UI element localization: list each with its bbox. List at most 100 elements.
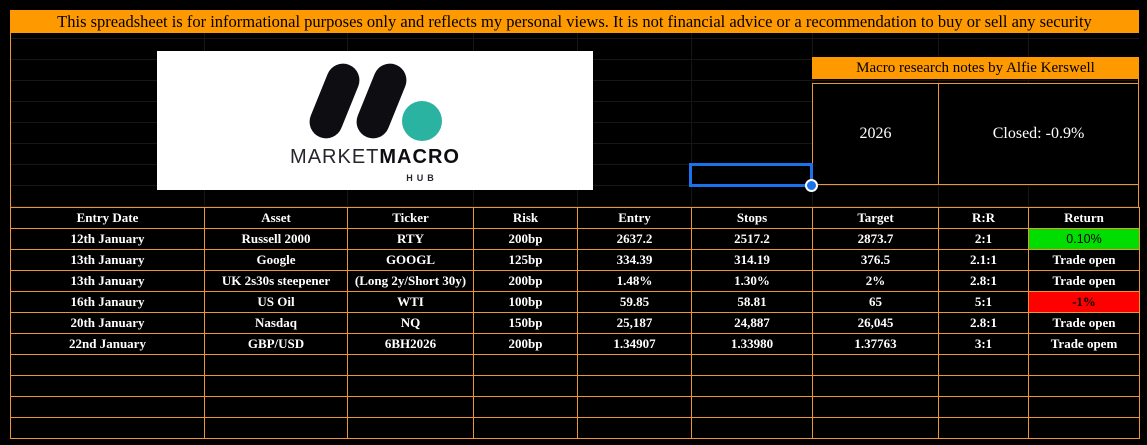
cell-rr[interactable]: 2.1:1: [938, 249, 1029, 271]
cell-entry[interactable]: 2637.2: [577, 228, 692, 250]
cell-entry-date[interactable]: 20th January: [10, 312, 205, 334]
cell-stops[interactable]: 58.81: [691, 291, 813, 313]
cell-ticker[interactable]: 6BH2026: [347, 333, 474, 355]
empty-cell[interactable]: [812, 417, 939, 439]
empty-cell[interactable]: [347, 375, 474, 397]
empty-cell[interactable]: [938, 396, 1029, 418]
empty-cell[interactable]: [10, 396, 205, 418]
cell-rr[interactable]: 5:1: [938, 291, 1029, 313]
empty-cell[interactable]: [1028, 417, 1140, 439]
empty-cell[interactable]: [10, 417, 205, 439]
col-header-stops[interactable]: Stops: [691, 207, 813, 229]
empty-cell[interactable]: [10, 354, 205, 376]
cell-entry[interactable]: 59.85: [577, 291, 692, 313]
empty-cell[interactable]: [691, 396, 813, 418]
col-header-rr[interactable]: R:R: [938, 207, 1029, 229]
cell-target[interactable]: 2%: [812, 270, 939, 292]
col-header-entry-date[interactable]: Entry Date: [10, 207, 205, 229]
empty-cell[interactable]: [577, 375, 692, 397]
empty-cell[interactable]: [204, 417, 348, 439]
empty-cell[interactable]: [10, 375, 205, 397]
cell-entry-date[interactable]: 22nd January: [10, 333, 205, 355]
cell-asset[interactable]: Russell 2000: [204, 228, 348, 250]
cell-target[interactable]: 26,045: [812, 312, 939, 334]
cell-return[interactable]: Trade open: [1028, 312, 1140, 334]
cell-target[interactable]: 1.37763: [812, 333, 939, 355]
cell-return[interactable]: Trade open: [1028, 270, 1140, 292]
cell-entry-date[interactable]: 13th January: [10, 270, 205, 292]
year-cell[interactable]: 2026: [812, 83, 939, 185]
active-cell-selection[interactable]: [689, 163, 813, 187]
empty-cell[interactable]: [347, 417, 474, 439]
empty-cell[interactable]: [204, 354, 348, 376]
cell-ticker[interactable]: GOOGL: [347, 249, 474, 271]
cell-stops[interactable]: 24,887: [691, 312, 813, 334]
empty-cell[interactable]: [812, 396, 939, 418]
cell-risk[interactable]: 200bp: [473, 270, 578, 292]
empty-cell[interactable]: [1028, 396, 1140, 418]
cell-asset[interactable]: GBP/USD: [204, 333, 348, 355]
cell-entry[interactable]: 334.39: [577, 249, 692, 271]
cell-stops[interactable]: 314.19: [691, 249, 813, 271]
empty-cell[interactable]: [691, 417, 813, 439]
cell-entry[interactable]: 25,187: [577, 312, 692, 334]
col-header-ticker[interactable]: Ticker: [347, 207, 474, 229]
empty-cell[interactable]: [204, 375, 348, 397]
empty-cell[interactable]: [577, 354, 692, 376]
cell-entry-date[interactable]: 13th January: [10, 249, 205, 271]
cell-risk[interactable]: 150bp: [473, 312, 578, 334]
cell-stops[interactable]: 1.33980: [691, 333, 813, 355]
empty-cell[interactable]: [691, 354, 813, 376]
cell-return[interactable]: 0.10%: [1028, 228, 1140, 250]
disclaimer-banner[interactable]: This spreadsheet is for informational pu…: [10, 10, 1139, 33]
cell-ticker[interactable]: NQ: [347, 312, 474, 334]
cell-rr[interactable]: 2.8:1: [938, 312, 1029, 334]
empty-cell[interactable]: [347, 396, 474, 418]
cell-target[interactable]: 2873.7: [812, 228, 939, 250]
empty-cell[interactable]: [473, 417, 578, 439]
cell-entry[interactable]: 1.48%: [577, 270, 692, 292]
empty-cell[interactable]: [1028, 375, 1140, 397]
cell-rr[interactable]: 2.8:1: [938, 270, 1029, 292]
col-header-risk[interactable]: Risk: [473, 207, 578, 229]
empty-cell[interactable]: [812, 354, 939, 376]
empty-cell[interactable]: [938, 375, 1029, 397]
empty-cell[interactable]: [938, 354, 1029, 376]
cell-target[interactable]: 65: [812, 291, 939, 313]
cell-return[interactable]: Trade opem: [1028, 333, 1140, 355]
cell-risk[interactable]: 100bp: [473, 291, 578, 313]
cell-ticker[interactable]: RTY: [347, 228, 474, 250]
cell-asset[interactable]: US Oil: [204, 291, 348, 313]
cell-rr[interactable]: 2:1: [938, 228, 1029, 250]
cell-ticker[interactable]: WTI: [347, 291, 474, 313]
empty-cell[interactable]: [204, 396, 348, 418]
empty-cell[interactable]: [347, 354, 474, 376]
col-header-entry[interactable]: Entry: [577, 207, 692, 229]
cell-asset[interactable]: UK 2s30s steepener: [204, 270, 348, 292]
cell-risk[interactable]: 200bp: [473, 228, 578, 250]
empty-cell[interactable]: [473, 396, 578, 418]
empty-cell[interactable]: [1028, 354, 1140, 376]
cell-return[interactable]: Trade open: [1028, 249, 1140, 271]
col-header-return[interactable]: Return: [1028, 207, 1140, 229]
empty-cell[interactable]: [938, 417, 1029, 439]
empty-cell[interactable]: [473, 375, 578, 397]
col-header-asset[interactable]: Asset: [204, 207, 348, 229]
empty-cell[interactable]: [577, 417, 692, 439]
fill-handle[interactable]: [805, 179, 818, 192]
cell-risk[interactable]: 200bp: [473, 333, 578, 355]
cell-rr[interactable]: 3:1: [938, 333, 1029, 355]
cell-return[interactable]: -1%: [1028, 291, 1140, 313]
cell-ticker[interactable]: (Long 2y/Short 30y): [347, 270, 474, 292]
cell-entry-date[interactable]: 12th January: [10, 228, 205, 250]
cell-target[interactable]: 376.5: [812, 249, 939, 271]
cell-entry[interactable]: 1.34907: [577, 333, 692, 355]
cell-stops[interactable]: 1.30%: [691, 270, 813, 292]
empty-cell[interactable]: [577, 396, 692, 418]
cell-asset[interactable]: Google: [204, 249, 348, 271]
notes-title-cell[interactable]: Macro research notes by Alfie Kerswell: [812, 57, 1139, 79]
cell-entry-date[interactable]: 16th Janaury: [10, 291, 205, 313]
cell-stops[interactable]: 2517.2: [691, 228, 813, 250]
cell-asset[interactable]: Nasdaq: [204, 312, 348, 334]
empty-cell[interactable]: [812, 375, 939, 397]
